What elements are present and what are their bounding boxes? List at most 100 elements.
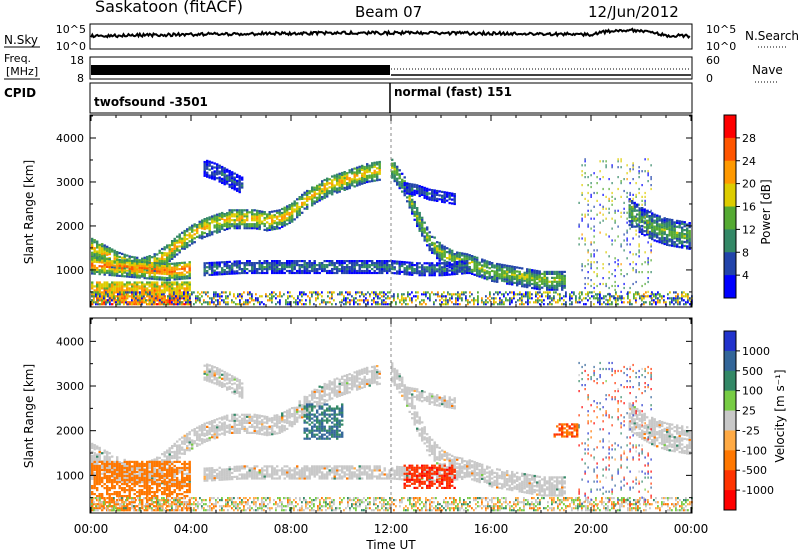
power-cell [207, 291, 209, 294]
power-cell [638, 187, 640, 191]
power-cell [149, 301, 151, 304]
power-cell [556, 272, 559, 275]
power-cell [443, 291, 445, 294]
power-cell [121, 299, 123, 302]
power-cell [233, 176, 236, 179]
power-cell [203, 272, 206, 275]
power-cell [561, 274, 564, 277]
power-cell [351, 184, 354, 187]
power-cell [644, 261, 646, 264]
power-cell [268, 226, 271, 229]
power-cell [176, 297, 179, 300]
power-cell [173, 274, 176, 277]
power-cell [491, 266, 494, 269]
power-cell [641, 231, 643, 234]
power-cell [451, 194, 454, 197]
power-cell [188, 283, 191, 286]
power-cell [403, 192, 406, 195]
power-cell [276, 266, 279, 269]
power-cell [316, 200, 319, 203]
power-cell [136, 276, 139, 279]
power-cell [116, 255, 119, 258]
power-cell [233, 180, 236, 183]
power-cell [183, 265, 186, 268]
power-cell [493, 297, 495, 300]
power-cell [113, 289, 116, 292]
cpid-panel [89, 82, 693, 114]
power-cell [118, 299, 121, 302]
power-cell [93, 260, 96, 263]
power-cell [181, 267, 184, 270]
power-cell [131, 266, 134, 269]
power-cell [678, 234, 681, 237]
power-cell [333, 174, 336, 177]
power-cell [186, 285, 189, 288]
power-cell [143, 256, 146, 259]
power-cell [546, 286, 549, 289]
power-cell [659, 301, 661, 304]
power-cell [541, 299, 543, 302]
power-cell [465, 295, 467, 298]
power-cell [188, 271, 191, 274]
power-cell [671, 224, 674, 228]
power-cell [496, 266, 499, 270]
power-cell [288, 269, 291, 273]
power-cell [321, 268, 324, 271]
power-cell [241, 217, 244, 220]
power-cell [389, 291, 391, 294]
power-cell [341, 291, 343, 294]
power-cell [179, 303, 181, 306]
power-cell [547, 291, 549, 294]
power-cell [435, 299, 437, 302]
power-cell [333, 271, 336, 275]
power-cell [563, 276, 566, 279]
power-cell [671, 230, 674, 233]
power-cell [227, 301, 229, 304]
power-cell [529, 301, 531, 304]
power-cell [226, 224, 229, 227]
power-cell [261, 212, 264, 215]
power-cell [456, 257, 459, 260]
power-cell [136, 283, 139, 286]
power-cell [203, 172, 206, 175]
power-cell [638, 223, 640, 226]
power-cell [151, 275, 154, 278]
velocity-cell [131, 467, 134, 470]
power-cell [161, 295, 164, 298]
power-cell [508, 277, 511, 280]
power-cell [527, 295, 529, 298]
power-cell [221, 167, 224, 171]
power-cell [599, 298, 601, 301]
power-cell [661, 236, 664, 239]
power-cell [388, 264, 391, 267]
power-cell [173, 281, 176, 284]
power-cell [373, 293, 375, 296]
power-cell [116, 262, 119, 265]
power-cell [411, 299, 413, 302]
power-cell [238, 183, 241, 186]
power-cell [481, 258, 484, 261]
power-cell [363, 301, 365, 304]
power-cell [238, 225, 241, 228]
power-cell [281, 223, 284, 226]
power-cell [681, 293, 683, 296]
power-cell [423, 190, 426, 193]
power-cell [281, 266, 284, 269]
power-cell [321, 291, 323, 294]
power-cell [168, 276, 171, 279]
power-cell [403, 189, 406, 193]
power-cell [91, 239, 94, 242]
power-cell [147, 303, 149, 306]
power-cell [228, 215, 231, 218]
power-cell [361, 164, 364, 167]
power-cell [131, 269, 134, 273]
power-cell [141, 264, 144, 268]
power-cell [407, 291, 409, 294]
power-cell [411, 193, 414, 196]
power-cell [98, 243, 101, 246]
power-cell [216, 261, 219, 264]
power-cell [111, 285, 114, 288]
power-cell [197, 297, 199, 300]
power-cell [446, 247, 449, 250]
power-cell [163, 252, 166, 255]
